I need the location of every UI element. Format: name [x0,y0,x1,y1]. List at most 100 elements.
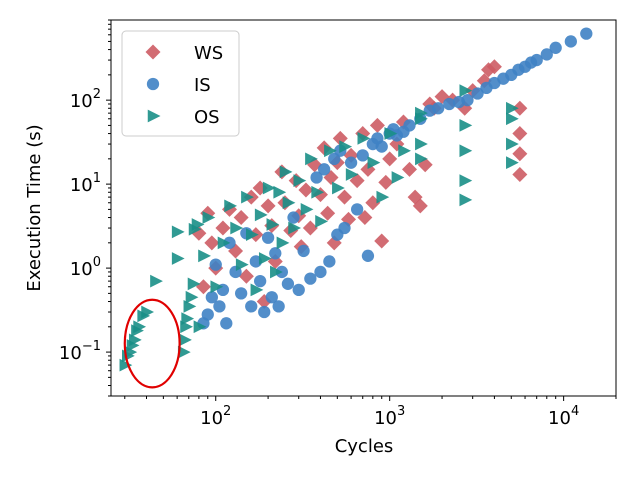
data-point-os [245,228,259,242]
data-point-is [317,163,331,176]
data-point-os [187,277,201,291]
data-point-is [471,87,484,100]
data-point-os [311,185,325,199]
data-point-os [250,283,264,297]
data-point-os [191,218,205,231]
y-tick-label: 10−1 [59,339,101,364]
data-point-os [171,225,185,239]
data-point-os [235,258,249,272]
data-point-is [253,274,267,288]
data-point-os [183,300,197,313]
legend-marker-is [146,77,160,91]
y-axis: 10−1 100 101 102 [59,19,111,397]
data-point-is [580,27,593,40]
x-axis: 102 103 104 [124,396,617,429]
data-point-ws [378,174,394,190]
data-point-ws [369,117,385,133]
data-point-ws [298,182,314,198]
data-point-os [193,320,207,334]
data-point-os [171,252,185,265]
data-point-is [213,300,226,313]
data-point-ws [215,220,231,236]
data-point-is [281,277,295,290]
data-point-os [198,249,211,263]
data-point-os [391,171,405,184]
plot-area [119,27,593,389]
legend-label-os: OS [194,107,220,128]
data-point-os [384,127,398,140]
legend-marker-os [147,109,161,123]
data-point-ws [486,59,502,75]
data-point-ws [267,253,283,269]
data-point-ws [382,151,398,167]
data-point-os [415,112,428,126]
data-point-is [432,102,445,115]
data-point-is [234,287,248,300]
data-point-is [344,156,358,169]
data-point-os [415,152,428,166]
data-point-os [506,137,519,151]
legend: WS IS OS [121,30,240,137]
data-point-os [241,190,254,204]
data-point-os [367,156,381,170]
data-point-ws [512,146,528,162]
data-point-os [300,203,314,216]
data-point-os [279,165,293,179]
data-point-is [245,300,258,313]
data-point-is [297,244,310,258]
data-point-os [459,119,473,132]
data-point-is [403,119,416,132]
data-point-is [530,53,543,67]
data-point-is [205,291,219,304]
data-point-os [415,137,428,151]
data-point-is [356,149,369,162]
data-point-is [361,249,375,262]
legend-label-is: IS [194,75,211,96]
data-point-os [288,221,302,235]
x-tick-label: 104 [548,404,579,429]
data-point-is [287,211,300,224]
data-point-os [181,312,195,326]
data-point-ws [233,210,249,226]
data-point-is [201,308,214,321]
data-point-is [209,258,222,271]
data-point-os [282,196,296,210]
data-point-os [339,140,353,153]
data-point-ws [512,100,528,116]
data-point-os [258,252,272,265]
data-point-os [293,174,307,188]
data-point-os [332,181,345,195]
data-point-is [258,305,271,319]
data-point-ws [402,161,418,177]
y-tick-label: 101 [70,171,101,196]
data-point-os [217,236,231,250]
data-point-os [506,101,519,115]
data-point-is [292,283,305,297]
data-point-ws [374,233,390,249]
data-point-os [459,193,473,207]
data-point-ws [302,220,318,236]
data-point-os [254,208,268,222]
data-point-is [304,272,317,285]
data-point-os [276,236,290,250]
data-point-os [230,221,244,235]
data-point-is [261,231,275,244]
data-point-is [338,221,351,235]
data-point-is [375,140,388,153]
x-tick-label: 102 [200,404,231,429]
data-point-os [133,320,147,334]
legend-marker-ws [145,44,161,60]
data-point-os [305,152,318,166]
data-point-ws [238,268,254,284]
data-point-is [314,265,327,279]
data-point-is [549,41,562,54]
data-point-is [323,255,336,268]
data-point-is [540,48,553,61]
highlight-ellipse [123,298,181,389]
data-point-os [150,274,163,288]
data-point-os [262,181,276,195]
data-point-ws [512,126,528,142]
legend-label-ws: WS [194,43,223,64]
